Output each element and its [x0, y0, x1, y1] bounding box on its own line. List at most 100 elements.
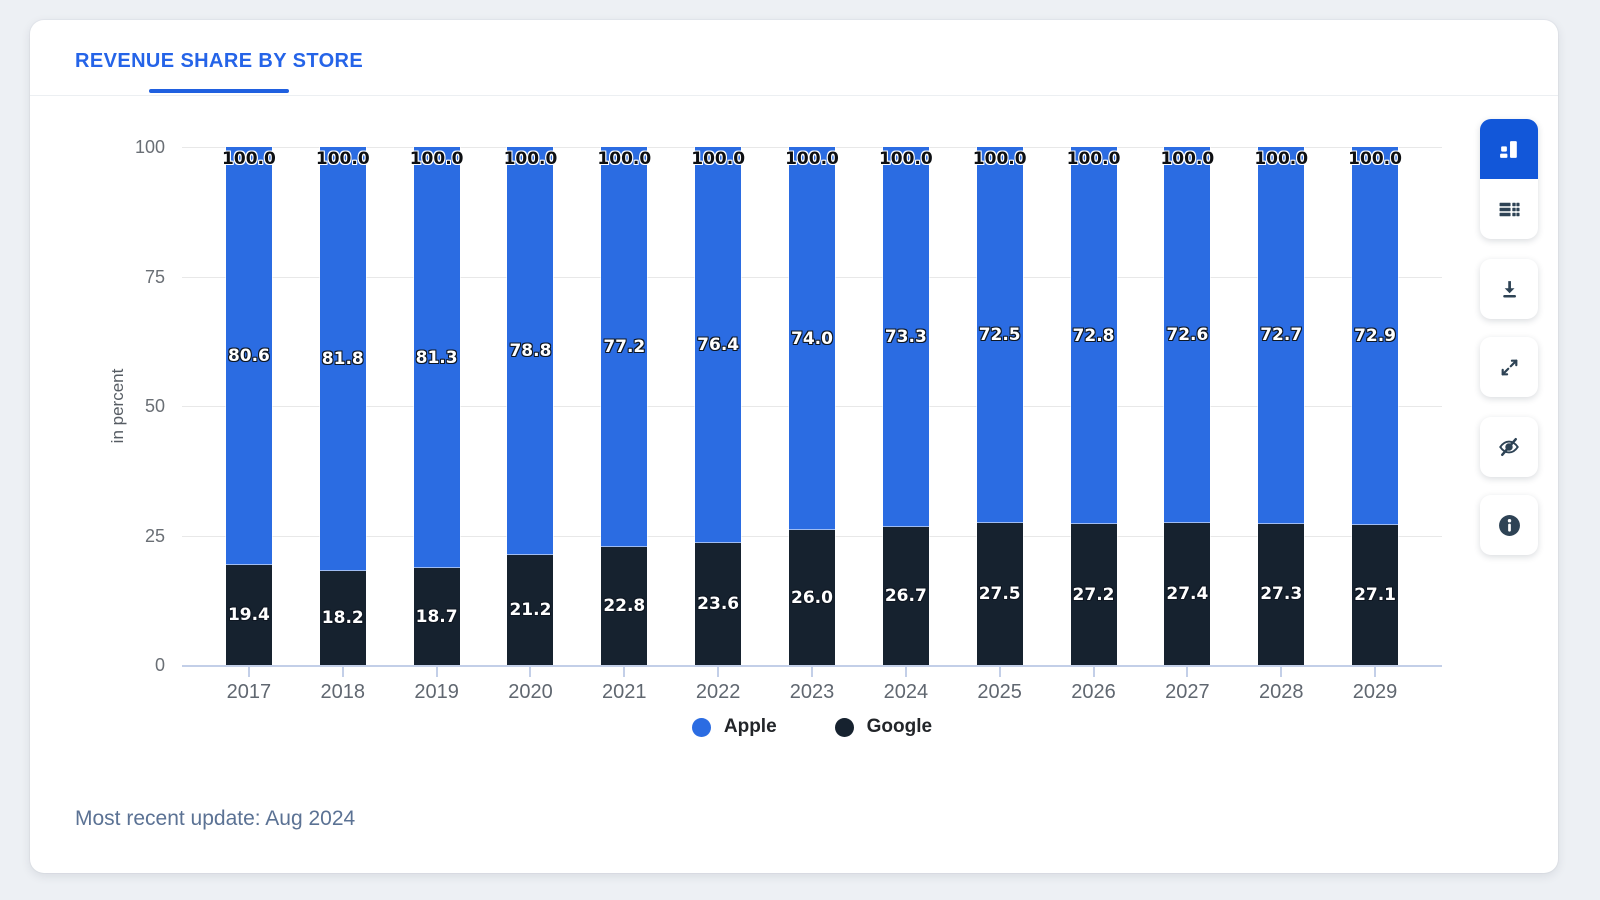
x-label-2017: 2017 — [226, 681, 272, 703]
legend-swatch-apple — [691, 717, 711, 737]
stacked-bar-2027[interactable]: 100.0 72.6 27.4 — [1160, 147, 1214, 665]
x-label-2029: 2029 — [1352, 681, 1398, 703]
segment-google-2017[interactable]: 19.4 — [225, 564, 272, 665]
value-label-google-2023: 26.0 — [791, 587, 833, 608]
stacked-bar-2018[interactable]: 100.0 81.8 18.2 — [316, 147, 370, 665]
value-label-google-2022: 23.6 — [697, 593, 740, 614]
info-button[interactable] — [1480, 495, 1538, 555]
chart-card: REVENUE SHARE BY STORE in percent 0 25 50 7… — [30, 20, 1558, 873]
value-label-apple-2017: 80.6 — [227, 345, 270, 366]
x-tick-2026 — [1092, 665, 1095, 677]
segment-google-2026[interactable]: 27.2 — [1070, 524, 1117, 665]
plot-area: 100.0 80.6 19.4 2017 100.0 81.8 18.2 2018 100.0 8… — [182, 147, 1442, 703]
value-label-google-2025: 27.5 — [978, 583, 1021, 604]
toolbar-group-2 — [1480, 259, 1538, 319]
segment-google-2018[interactable]: 18.2 — [319, 570, 366, 665]
segment-apple-2028[interactable]: 72.7 — [1258, 147, 1305, 524]
total-label-2028: 100.0 — [1254, 149, 1309, 169]
segment-google-2020[interactable]: 21.2 — [507, 555, 554, 665]
total-label-2026: 100.0 — [1066, 149, 1121, 169]
toolbar-group-3 — [1480, 337, 1538, 397]
segment-google-2024[interactable]: 26.7 — [882, 526, 929, 665]
segment-apple-2020[interactable]: 78.8 — [507, 147, 554, 556]
tab-title: REVENUE SHARE BY STORE — [75, 50, 364, 72]
chart-view-icon — [1498, 138, 1521, 161]
x-tick-2027 — [1186, 665, 1189, 677]
value-label-apple-2022: 76.4 — [697, 334, 740, 355]
x-label-2019: 2019 — [414, 681, 459, 703]
stacked-bar-2021[interactable]: 100.0 77.2 22.8 — [597, 147, 651, 665]
x-tick-2018 — [341, 665, 344, 677]
segment-apple-2029[interactable]: 72.9 — [1352, 147, 1399, 525]
segment-apple-2026[interactable]: 72.8 — [1070, 147, 1117, 525]
segment-apple-2022[interactable]: 76.4 — [695, 147, 742, 543]
table-view-button[interactable] — [1480, 179, 1538, 239]
segment-apple-2019[interactable]: 81.3 — [413, 147, 460, 569]
value-label-google-2019: 18.7 — [415, 606, 458, 627]
hide-values-icon — [1497, 435, 1521, 459]
value-label-google-2017: 19.4 — [227, 604, 270, 625]
chart-view-button[interactable] — [1480, 119, 1538, 179]
total-label-2022: 100.0 — [691, 149, 746, 169]
tab-revenue-share-by-store[interactable]: REVENUE SHARE BY STORE — [75, 50, 363, 93]
segment-apple-2017[interactable]: 80.6 — [225, 147, 272, 565]
segment-google-2027[interactable]: 27.4 — [1164, 523, 1211, 665]
legend-label-apple: Apple — [723, 716, 777, 737]
segment-google-2028[interactable]: 27.3 — [1258, 523, 1305, 665]
segment-apple-2025[interactable]: 72.5 — [976, 147, 1023, 523]
stacked-bar-2022[interactable]: 100.0 76.4 23.6 — [691, 147, 745, 665]
stacked-bar-2020[interactable]: 100.0 78.8 21.2 — [504, 147, 557, 665]
value-label-apple-2020: 78.8 — [509, 341, 552, 362]
segment-apple-2024[interactable]: 73.3 — [882, 147, 929, 527]
value-label-apple-2023: 74.0 — [791, 328, 833, 349]
stacked-bar-2028[interactable]: 100.0 72.7 27.3 — [1254, 147, 1308, 665]
bar-slot-2024: 100.0 73.3 26.7 2024 — [859, 147, 953, 703]
value-label-google-2027: 27.4 — [1166, 584, 1209, 605]
x-tick-2028 — [1280, 665, 1283, 677]
stacked-bar-2026[interactable]: 100.0 72.8 27.2 — [1067, 147, 1120, 665]
stacked-bar-2017[interactable]: 100.0 80.6 19.4 — [222, 147, 276, 665]
segment-google-2029[interactable]: 27.1 — [1352, 524, 1399, 665]
x-label-2022: 2022 — [695, 681, 741, 703]
x-tick-2025 — [998, 665, 1001, 677]
y-tick-label-25: 25 — [144, 525, 165, 546]
legend-item-apple[interactable]: Apple — [691, 716, 777, 738]
total-label-2018: 100.0 — [315, 149, 370, 169]
stacked-bar-2019[interactable]: 100.0 81.3 18.7 — [410, 147, 464, 665]
segment-google-2025[interactable]: 27.5 — [976, 522, 1023, 665]
bar-slot-2019: 100.0 81.3 18.7 2019 — [390, 147, 484, 703]
segment-apple-2023[interactable]: 74.0 — [788, 147, 835, 531]
legend-item-google[interactable]: Google — [834, 716, 933, 738]
chart-region: in percent 0 25 50 75 100 100.0 80.6 19.4 2017 1… — [30, 96, 1558, 786]
total-label-2020: 100.0 — [503, 149, 558, 169]
segment-google-2021[interactable]: 22.8 — [601, 546, 648, 665]
info-icon — [1497, 513, 1522, 538]
x-label-2028: 2028 — [1258, 681, 1304, 703]
bar-slot-2028: 100.0 72.7 27.3 2028 — [1234, 147, 1328, 703]
segment-apple-2018[interactable]: 81.8 — [319, 147, 366, 571]
bar-slot-2029: 100.0 72.9 27.1 2029 — [1328, 147, 1422, 703]
fullscreen-button[interactable] — [1480, 337, 1538, 397]
x-label-2023: 2023 — [789, 681, 835, 703]
y-tick-label-0: 0 — [154, 655, 165, 675]
bar-slot-2020: 100.0 78.8 21.2 2020 — [484, 147, 578, 703]
download-button[interactable] — [1480, 259, 1538, 319]
segment-google-2022[interactable]: 23.6 — [695, 542, 742, 665]
value-label-google-2020: 21.2 — [509, 600, 552, 621]
segment-apple-2027[interactable]: 72.6 — [1164, 147, 1211, 524]
value-label-apple-2029: 72.9 — [1354, 325, 1397, 346]
legend-label-google: Google — [866, 716, 933, 737]
stacked-bar-2025[interactable]: 100.0 72.5 27.5 — [973, 147, 1027, 665]
segment-google-2023[interactable]: 26.0 — [788, 530, 835, 665]
legend-swatch-google — [834, 717, 854, 737]
download-icon — [1498, 278, 1521, 301]
bar-slot-2022: 100.0 76.4 23.6 2022 — [671, 147, 765, 703]
y-tick-label-50: 50 — [144, 396, 165, 416]
segment-apple-2021[interactable]: 77.2 — [601, 147, 648, 547]
hide-values-button[interactable] — [1480, 417, 1538, 477]
stacked-bar-2024[interactable]: 100.0 73.3 26.7 — [879, 147, 933, 665]
stacked-bar-2023[interactable]: 100.0 74.0 26.0 — [785, 147, 839, 665]
segment-google-2019[interactable]: 18.7 — [413, 568, 460, 665]
bar-slot-2025: 100.0 72.5 27.5 2025 — [953, 147, 1047, 703]
stacked-bar-2029[interactable]: 100.0 72.9 27.1 — [1348, 147, 1402, 665]
